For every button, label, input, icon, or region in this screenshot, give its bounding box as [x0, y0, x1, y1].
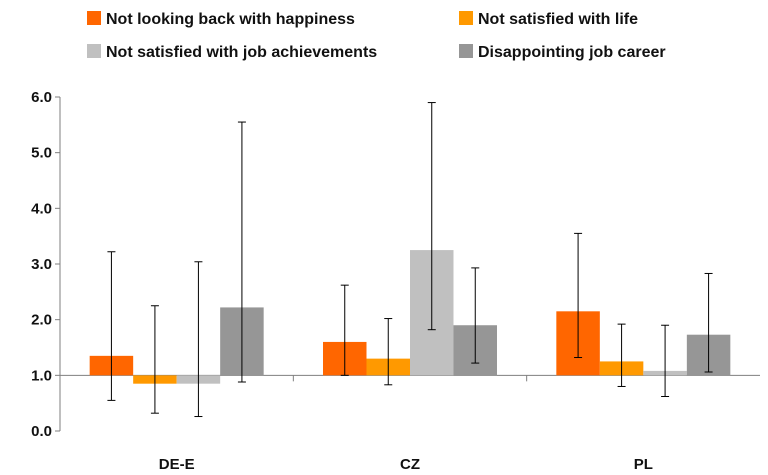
legend-swatch: [459, 44, 473, 58]
legend-label: Disappointing job career: [478, 44, 666, 61]
y-tick-label: 4.0: [31, 200, 52, 217]
error-bars: [107, 102, 713, 418]
legend-swatch: [87, 44, 101, 58]
x-category-label: DE-E: [159, 456, 195, 473]
x-category-label: PL: [634, 456, 653, 473]
bars: [89, 250, 731, 384]
x-category-label: CZ: [400, 456, 420, 473]
legend-label: Not satisfied with life: [478, 11, 638, 28]
x-axis: DE-E CZ PL: [60, 374, 760, 473]
y-tick-label: 3.0: [31, 256, 52, 273]
legend-label: Not satisfied with job achievements: [106, 44, 377, 61]
y-tick-label: 6.0: [31, 89, 52, 106]
y-axis: 0.0 1.0 2.0 3.0 4.0 5.0 6.0: [31, 89, 61, 440]
legend-swatch: [459, 11, 473, 25]
legend-label: Not looking back with happiness: [106, 11, 355, 28]
y-tick-label: 0.0: [31, 423, 52, 440]
legend-swatch: [87, 11, 101, 25]
legend: Not looking back with happiness Not satis…: [87, 11, 666, 61]
y-tick-label: 2.0: [31, 312, 52, 329]
y-tick-label: 1.0: [31, 367, 52, 384]
y-tick-label: 5.0: [31, 145, 52, 162]
